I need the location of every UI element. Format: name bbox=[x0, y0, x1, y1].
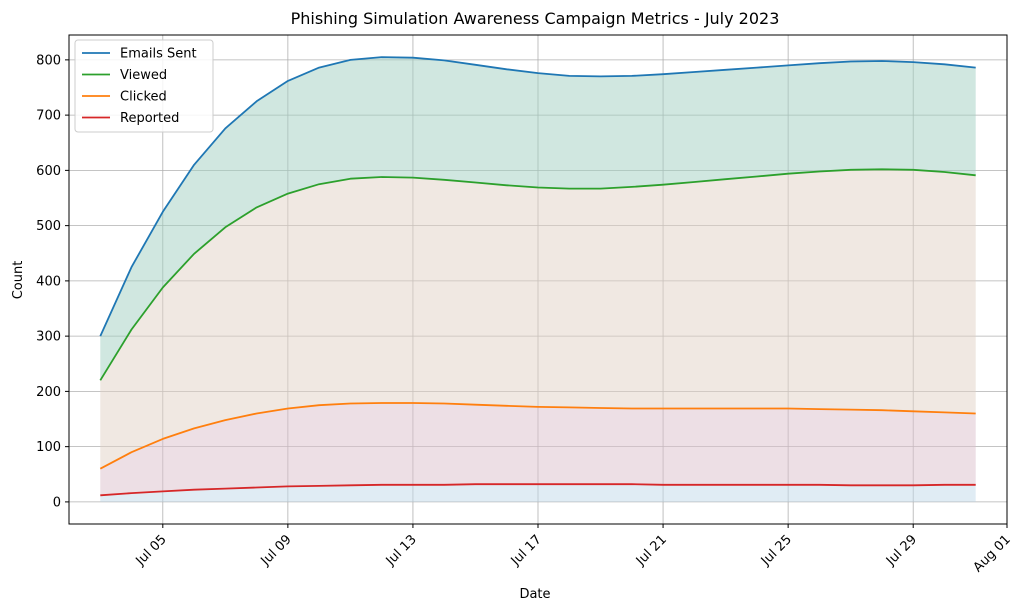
area-fill-clicked bbox=[100, 403, 976, 496]
x-axis-label: Date bbox=[519, 587, 550, 602]
legend-box bbox=[74, 39, 214, 133]
y-tick-label: 800 bbox=[36, 53, 61, 68]
x-tick-label: Aug 01 bbox=[971, 532, 1014, 575]
y-tick-label: 700 bbox=[36, 109, 61, 124]
x-tick-label: Jul 21 bbox=[633, 532, 670, 569]
y-tick-label: 200 bbox=[36, 385, 61, 400]
area-fills bbox=[100, 57, 976, 502]
y-tick-label: 500 bbox=[36, 219, 61, 234]
area-fill-reported bbox=[100, 484, 976, 502]
legend-label: Emails Sent bbox=[120, 47, 197, 62]
series-line-viewed bbox=[99, 168, 976, 381]
x-tick-label: Jul 25 bbox=[758, 532, 795, 569]
area-fill-viewed bbox=[100, 169, 976, 469]
y-axis-label: Count bbox=[11, 261, 26, 300]
y-tick-label: 100 bbox=[36, 440, 61, 455]
series-line-reported bbox=[100, 483, 976, 497]
series-line-emails-sent bbox=[99, 56, 976, 337]
area-fill-emails-sent bbox=[100, 57, 976, 381]
y-tick-label: 0 bbox=[53, 495, 61, 510]
x-tick-label: Jul 05 bbox=[133, 532, 170, 569]
legend-label: Reported bbox=[120, 111, 179, 126]
series-line-clicked bbox=[99, 402, 976, 470]
y-tick-label: 600 bbox=[36, 164, 61, 179]
chart-title: Phishing Simulation Awareness Campaign M… bbox=[291, 9, 780, 28]
legend-label: Viewed bbox=[120, 68, 167, 83]
x-tick-label: Jul 17 bbox=[508, 532, 545, 569]
x-tick-label: Jul 13 bbox=[383, 532, 420, 569]
legend-label: Clicked bbox=[120, 90, 167, 105]
x-tick-label: Jul 29 bbox=[883, 532, 920, 569]
legend: Emails Sent Viewed Clicked Reported bbox=[74, 39, 214, 133]
x-tick-label: Jul 09 bbox=[258, 532, 295, 569]
y-tick-label: 400 bbox=[36, 274, 61, 289]
series-lines bbox=[99, 56, 976, 497]
y-tick-label: 300 bbox=[36, 330, 61, 345]
